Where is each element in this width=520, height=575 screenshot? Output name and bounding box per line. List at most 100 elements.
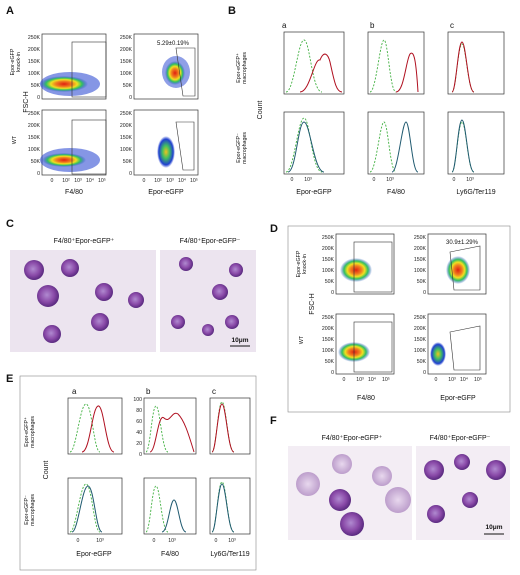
cell xyxy=(128,292,144,308)
tick-label: 100K xyxy=(414,348,427,354)
tick-label: 20 xyxy=(136,441,142,447)
tick-label: 50K xyxy=(31,83,41,89)
tick-label: 200K xyxy=(414,246,427,252)
tick-label: 200K xyxy=(120,123,133,129)
cell xyxy=(454,454,470,470)
y-ticks-d: 250K 200K 150K 100K 50K 0 250K 200K 150K… xyxy=(322,235,427,376)
tick-label: 100K xyxy=(120,147,133,153)
control-trace xyxy=(369,121,397,173)
sub-letter-e-b: b xyxy=(146,387,151,396)
negative-trace xyxy=(391,121,419,173)
tick-label: 10⁵ xyxy=(98,178,106,184)
tick-label: 200K xyxy=(28,123,41,129)
density-a-3 xyxy=(42,153,86,167)
control-trace xyxy=(369,39,397,93)
tick-label: 10³ xyxy=(466,177,474,183)
tick-label: 0 xyxy=(37,171,40,177)
caption-f-pos: F4/80⁺Epor-eGFP⁺ xyxy=(322,435,383,442)
gate-d-3 xyxy=(353,321,393,373)
tick-label: 10³ xyxy=(304,177,312,183)
sub-letter-b-c: c xyxy=(450,21,454,30)
cell xyxy=(95,283,113,301)
cell xyxy=(229,263,243,277)
tick-label: 10⁵ xyxy=(382,377,390,383)
x-ticks-e: 0 10³ 0 10³ 0 10³ xyxy=(77,538,236,544)
tick-label: 0 xyxy=(343,377,346,383)
hist-e-c-top xyxy=(209,397,251,455)
row-label-e-neg-2: macrophages xyxy=(30,494,36,526)
tick-label: 10³ xyxy=(356,377,364,383)
tick-label: 10⁵ xyxy=(474,377,482,383)
caption-c-pos: F4/80⁺Epor-eGFP⁺ xyxy=(54,238,115,245)
density-a-2 xyxy=(165,61,185,85)
tick-label: 10⁵ xyxy=(190,178,198,184)
gate-a-1 xyxy=(71,41,107,98)
tick-label: 0 xyxy=(331,290,334,296)
panel-letter-e: E xyxy=(6,373,13,385)
row-label-d-knockin-1: Epor-eGFP xyxy=(296,250,302,277)
y-ticks-a-bottom: 250K 200K 150K 100K 50K 0 xyxy=(28,111,41,177)
cell xyxy=(179,257,193,271)
tick-label: 50K xyxy=(325,279,335,285)
row-label-knockin-1: Epor-eGFP xyxy=(10,48,16,75)
tick-label: 250K xyxy=(322,315,335,321)
cell xyxy=(385,487,411,513)
tick-label: 10³ xyxy=(448,377,456,383)
tick-label: 10² xyxy=(62,178,70,184)
panel-b: B a b c Epor-eGFP⁺ macrophages Epor-eGFP… xyxy=(228,5,505,196)
control-trace xyxy=(145,485,169,533)
panel-letter-a: A xyxy=(6,5,14,17)
tick-label: 100K xyxy=(28,71,41,77)
tick-label: 200K xyxy=(322,326,335,332)
gate-d-4 xyxy=(449,325,481,371)
x-axis-title-a-1: F4/80 xyxy=(65,189,83,196)
tick-label: 150K xyxy=(414,257,427,263)
x-ticks-b: 0 10³ 0 10³ 0 10³ xyxy=(291,177,474,183)
tick-label: 150K xyxy=(28,135,41,141)
panel-letter-b: B xyxy=(228,5,236,17)
row-label-e-neg-1: Epor-eGFP⁻ xyxy=(24,495,30,525)
tick-label: 100K xyxy=(28,147,41,153)
tick-label: 0 xyxy=(453,177,456,183)
control-trace xyxy=(285,39,323,93)
cell xyxy=(91,313,109,331)
tick-label: 50K xyxy=(417,279,427,285)
cell xyxy=(61,259,79,277)
x-axis-title-d-1: F4/80 xyxy=(357,395,375,402)
x-axis-title-b-1: Epor-eGFP xyxy=(296,189,332,196)
panel-letter-f: F xyxy=(270,415,277,427)
scale-label-c: 10μm xyxy=(232,337,249,344)
tick-label: 100 xyxy=(133,397,142,403)
cell xyxy=(486,460,506,480)
tick-label: 10³ xyxy=(228,538,236,544)
density-d-2 xyxy=(446,256,470,284)
tick-label: 0 xyxy=(153,538,156,544)
gate-a-4 xyxy=(175,121,195,171)
tick-label: 250K xyxy=(414,235,427,241)
tick-label: 10³ xyxy=(166,178,174,184)
tick-label: 50K xyxy=(31,159,41,165)
row-label-b-neg-2: macrophages xyxy=(242,132,248,164)
tick-label: 200K xyxy=(28,47,41,53)
hist-e-c-bottom xyxy=(209,477,251,535)
tick-label: 0 xyxy=(139,452,142,458)
cell xyxy=(212,284,228,300)
x-axis-title-e-3: Ly6G/Ter119 xyxy=(210,551,249,558)
row-label-d-knockin-2: knock-in xyxy=(302,254,308,274)
negative-trace xyxy=(161,499,187,533)
negative-trace xyxy=(451,119,475,173)
tick-label: 0 xyxy=(373,177,376,183)
hist-e-b-bottom xyxy=(143,477,197,535)
cell xyxy=(296,472,320,496)
positive-trace xyxy=(211,403,235,453)
sub-letter-e-c: c xyxy=(212,387,216,396)
cells-f-pos xyxy=(296,454,411,536)
hist-b-c-top xyxy=(447,31,505,95)
tick-label: 200K xyxy=(120,47,133,53)
control-trace xyxy=(69,483,101,533)
cell xyxy=(225,315,239,329)
tick-label: 10³ xyxy=(74,178,82,184)
cell xyxy=(43,325,61,343)
sub-letter-b-a: a xyxy=(282,21,287,30)
tick-label: 150K xyxy=(322,337,335,343)
